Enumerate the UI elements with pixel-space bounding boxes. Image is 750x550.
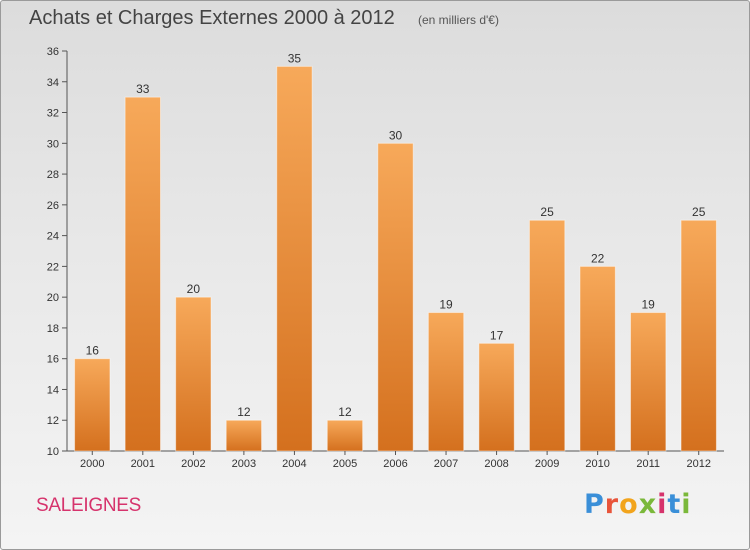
bar — [125, 97, 161, 452]
brand-letter: t — [667, 489, 682, 520]
bar-value-label: 25 — [692, 205, 706, 219]
bar-value-label: 35 — [288, 51, 302, 65]
brand-letter: P — [584, 489, 605, 520]
x-tick-label: 2001 — [131, 458, 155, 470]
y-tick-label: 32 — [47, 108, 59, 120]
bar — [681, 220, 717, 451]
bar-value-label: 25 — [540, 205, 554, 219]
bar — [579, 266, 616, 451]
chart-title: Achats et Charges Externes 2000 à 2012 — [29, 7, 395, 29]
bar-value-label: 20 — [187, 282, 201, 296]
bar-value-label: 19 — [439, 298, 453, 312]
bar-value-label: 22 — [591, 251, 605, 265]
bar — [226, 420, 262, 451]
bar-value-label: 30 — [389, 128, 403, 142]
y-tick-label: 26 — [47, 200, 59, 212]
x-tick-label: 2008 — [484, 458, 508, 470]
y-tick-label: 12 — [47, 415, 59, 427]
bar-value-label: 16 — [86, 344, 100, 358]
y-tick-label: 22 — [47, 261, 59, 273]
x-tick-label: 2010 — [585, 458, 609, 470]
brand-letter: i — [681, 489, 692, 520]
chart-subtitle: (en milliers d'€) — [418, 13, 499, 27]
y-tick-label: 28 — [47, 169, 59, 181]
y-tick-label: 24 — [47, 231, 59, 243]
bar — [630, 312, 666, 451]
y-tick-label: 16 — [47, 354, 59, 366]
x-tick-label: 2005 — [333, 458, 357, 470]
bar — [377, 143, 414, 452]
brand-letter: x — [638, 489, 658, 520]
x-tick-label: 2004 — [282, 458, 306, 470]
y-tick-label: 34 — [47, 77, 59, 89]
y-tick-label: 20 — [47, 292, 59, 304]
bar — [428, 312, 464, 451]
y-tick-label: 30 — [47, 138, 59, 150]
bar — [74, 358, 110, 451]
bar-value-label: 12 — [338, 405, 352, 419]
x-tick-label: 2002 — [181, 458, 205, 470]
y-tick-label: 36 — [47, 46, 59, 58]
x-tick-label: 2009 — [535, 458, 559, 470]
bar — [276, 66, 313, 451]
bar-value-label: 12 — [237, 405, 251, 419]
brand-letter: i — [657, 489, 668, 520]
brand-letter: o — [619, 489, 639, 520]
x-tick-label: 2007 — [434, 458, 458, 470]
y-tick-label: 10 — [47, 446, 59, 458]
place-name: SALEIGNES — [36, 495, 142, 516]
x-tick-label: 2011 — [636, 458, 660, 470]
bar — [327, 420, 363, 451]
x-tick-label: 2000 — [80, 458, 104, 470]
y-tick-label: 18 — [47, 323, 59, 335]
brand-logo: Proxiti — [584, 489, 692, 520]
bar-value-label: 33 — [136, 82, 150, 96]
brand-letter: r — [604, 489, 620, 520]
bar — [529, 220, 565, 451]
x-tick-label: 2012 — [686, 458, 710, 470]
x-tick-label: 2003 — [232, 458, 256, 470]
bar-value-label: 19 — [642, 298, 656, 312]
bar — [478, 343, 515, 451]
x-tick-label: 2006 — [383, 458, 407, 470]
y-tick-label: 14 — [47, 384, 59, 396]
bar-value-label: 17 — [490, 328, 504, 342]
bar — [175, 297, 212, 451]
